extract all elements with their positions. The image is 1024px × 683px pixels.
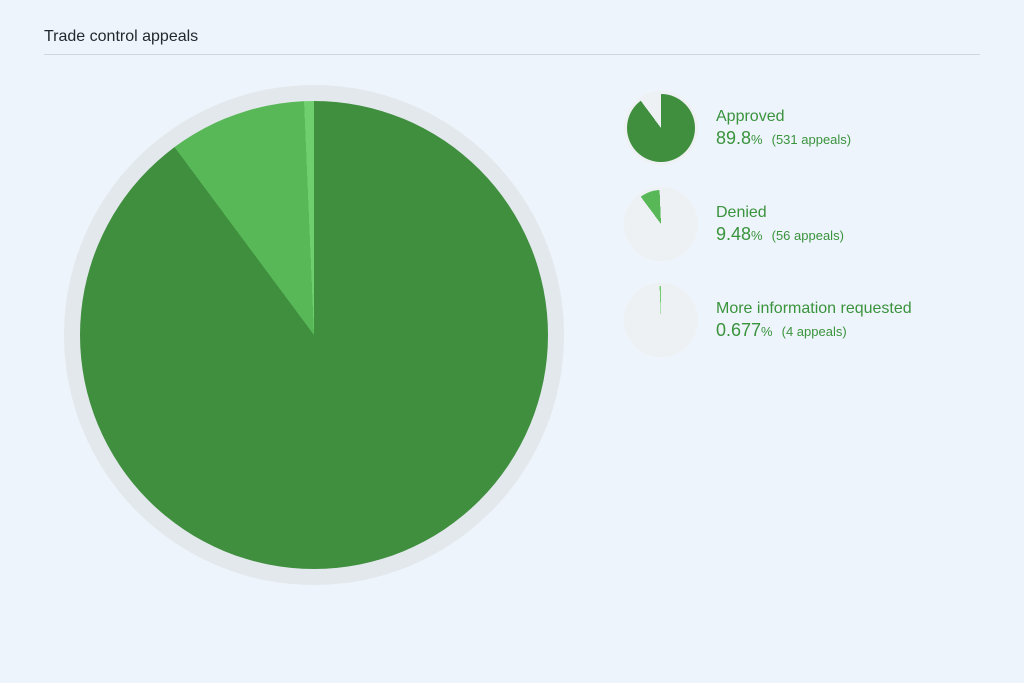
legend-value: 0.677% (4 appeals) — [716, 320, 912, 341]
legend-count: (4 appeals) — [782, 324, 847, 339]
legend-value: 89.8% (531 appeals) — [716, 128, 851, 149]
legend-text-approved: Approved 89.8% (531 appeals) — [716, 108, 851, 149]
pie-chart — [64, 85, 564, 585]
chart-content: Approved 89.8% (531 appeals) Denied 9.48… — [44, 85, 980, 585]
legend-row-more-info: More information requested 0.677% (4 app… — [624, 283, 912, 357]
chart-title: Trade control appeals — [44, 28, 980, 55]
legend-mini-pie-denied — [624, 187, 698, 261]
legend-count: (531 appeals) — [772, 132, 852, 147]
legend-percent: 9.48 — [716, 224, 751, 244]
legend-row-denied: Denied 9.48% (56 appeals) — [624, 187, 912, 261]
percent-unit: % — [751, 132, 763, 147]
legend-percent: 89.8 — [716, 128, 751, 148]
legend-percent: 0.677 — [716, 320, 761, 340]
legend-value: 9.48% (56 appeals) — [716, 224, 844, 245]
legend-mini-pie-approved — [624, 91, 698, 165]
percent-unit: % — [751, 228, 763, 243]
percent-unit: % — [761, 324, 773, 339]
legend-text-more-info: More information requested 0.677% (4 app… — [716, 300, 912, 341]
legend-row-approved: Approved 89.8% (531 appeals) — [624, 91, 912, 165]
appeals-card: Trade control appeals Approved 89.8% (53… — [0, 0, 1024, 625]
legend-label: More information requested — [716, 300, 912, 318]
pie-slices — [80, 101, 548, 569]
legend-label: Denied — [716, 204, 844, 222]
legend-mini-pie-more-info — [624, 283, 698, 357]
legend-count: (56 appeals) — [772, 228, 844, 243]
legend-text-denied: Denied 9.48% (56 appeals) — [716, 204, 844, 245]
legend: Approved 89.8% (531 appeals) Denied 9.48… — [624, 85, 912, 357]
legend-label: Approved — [716, 108, 851, 126]
